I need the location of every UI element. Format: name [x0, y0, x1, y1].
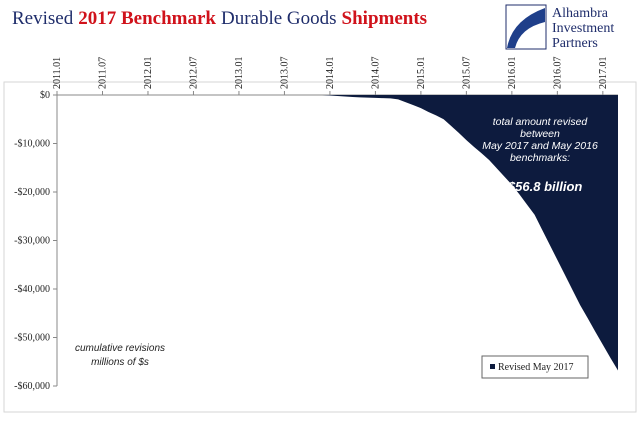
x-tick-label: 2016.07: [552, 57, 563, 90]
y-tick-label: -$40,000: [14, 284, 50, 295]
y-tick-label: -$20,000: [14, 187, 50, 198]
annotation-value: -$56.8 billion: [504, 179, 583, 194]
y-tick-label: -$30,000: [14, 236, 50, 247]
note: millions of $s: [91, 357, 149, 368]
x-tick-label: 2012.01: [143, 57, 154, 90]
x-tick-label: 2011.07: [97, 57, 108, 89]
note: cumulative revisions: [75, 343, 165, 354]
y-tick-label: $0: [40, 90, 50, 101]
logo: Alhambra Investment Partners: [505, 4, 614, 51]
x-tick-label: 2013.01: [234, 57, 245, 90]
x-tick-label: 2015.07: [461, 57, 472, 90]
logo-text: Alhambra: [552, 6, 609, 21]
x-tick-label: 2016.01: [507, 57, 518, 90]
legend-label: Revised May 2017: [498, 362, 574, 373]
chart-frame: [3, 81, 637, 413]
title-part: 2017 Benchmark: [78, 8, 216, 29]
x-tick-label: 2017.01: [598, 57, 609, 90]
y-tick-label: -$10,000: [14, 139, 50, 150]
legend-swatch: [490, 364, 495, 369]
legend-box: [481, 355, 589, 379]
annotation: between: [520, 128, 560, 140]
annotation: May 2017 and May 2016: [482, 140, 598, 152]
title-part: Revised: [12, 8, 74, 29]
logo-text: Investment: [552, 21, 614, 36]
title-part: Shipments: [342, 8, 428, 29]
logo-text: Partners: [552, 36, 598, 51]
y-tick-label: -$60,000: [14, 381, 50, 392]
chart-title: Revised 2017 Benchmark Durable Goods Shipme…: [12, 8, 427, 29]
annotation: total amount revised: [493, 116, 589, 128]
x-tick-label: 2012.07: [188, 57, 199, 90]
x-tick-label: 2014.01: [325, 57, 336, 90]
x-tick-label: 2011.01: [52, 57, 63, 89]
x-tick-label: 2014.07: [370, 57, 381, 90]
annotation: benchmarks:: [510, 152, 570, 164]
x-tick-label: 2013.07: [279, 57, 290, 90]
area: [57, 95, 618, 371]
y-tick-label: -$50,000: [14, 333, 50, 344]
title-part: Durable Goods: [221, 8, 337, 29]
logo-swoosh: [507, 8, 545, 48]
x-tick-label: 2015.01: [416, 57, 427, 90]
